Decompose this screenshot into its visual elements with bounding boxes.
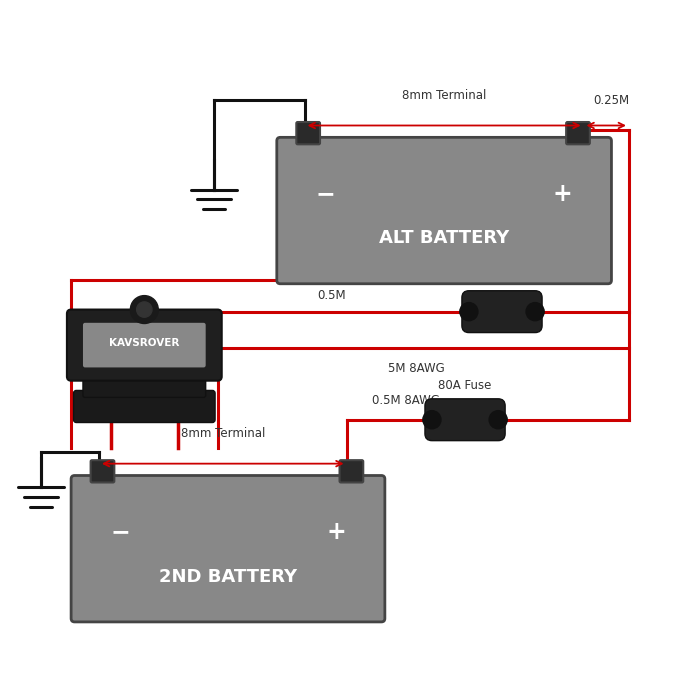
Circle shape (526, 302, 544, 321)
FancyBboxPatch shape (74, 391, 215, 423)
Text: 80A Fuse: 80A Fuse (438, 379, 491, 392)
Text: 80A Fuse: 80A Fuse (475, 272, 528, 285)
Text: 2ND BATTERY: 2ND BATTERY (159, 568, 297, 586)
FancyBboxPatch shape (83, 323, 206, 368)
Circle shape (423, 411, 441, 429)
FancyBboxPatch shape (566, 122, 590, 144)
Text: 0.25M: 0.25M (594, 94, 629, 107)
FancyBboxPatch shape (67, 309, 222, 381)
Text: +: + (326, 520, 346, 544)
Circle shape (130, 295, 158, 323)
Circle shape (460, 302, 478, 321)
Text: −: − (110, 520, 130, 544)
FancyBboxPatch shape (340, 460, 363, 482)
FancyBboxPatch shape (71, 475, 385, 622)
Text: +: + (553, 182, 573, 206)
FancyBboxPatch shape (425, 399, 505, 440)
FancyBboxPatch shape (83, 374, 206, 398)
FancyBboxPatch shape (296, 122, 320, 144)
Text: 8mm Terminal: 8mm Terminal (181, 427, 265, 440)
Text: 5M 8AWG: 5M 8AWG (388, 362, 444, 375)
Text: ALT BATTERY: ALT BATTERY (379, 230, 510, 247)
Text: −: − (316, 182, 335, 206)
FancyBboxPatch shape (462, 290, 542, 332)
Text: KAVSROVER: KAVSROVER (109, 338, 179, 348)
Text: 8mm Terminal: 8mm Terminal (402, 89, 486, 102)
FancyBboxPatch shape (90, 460, 114, 482)
Circle shape (489, 411, 508, 429)
Text: 0.5M 8AWG: 0.5M 8AWG (372, 394, 440, 407)
Text: 0.5M: 0.5M (318, 289, 346, 302)
Circle shape (136, 302, 152, 317)
FancyBboxPatch shape (276, 137, 612, 284)
